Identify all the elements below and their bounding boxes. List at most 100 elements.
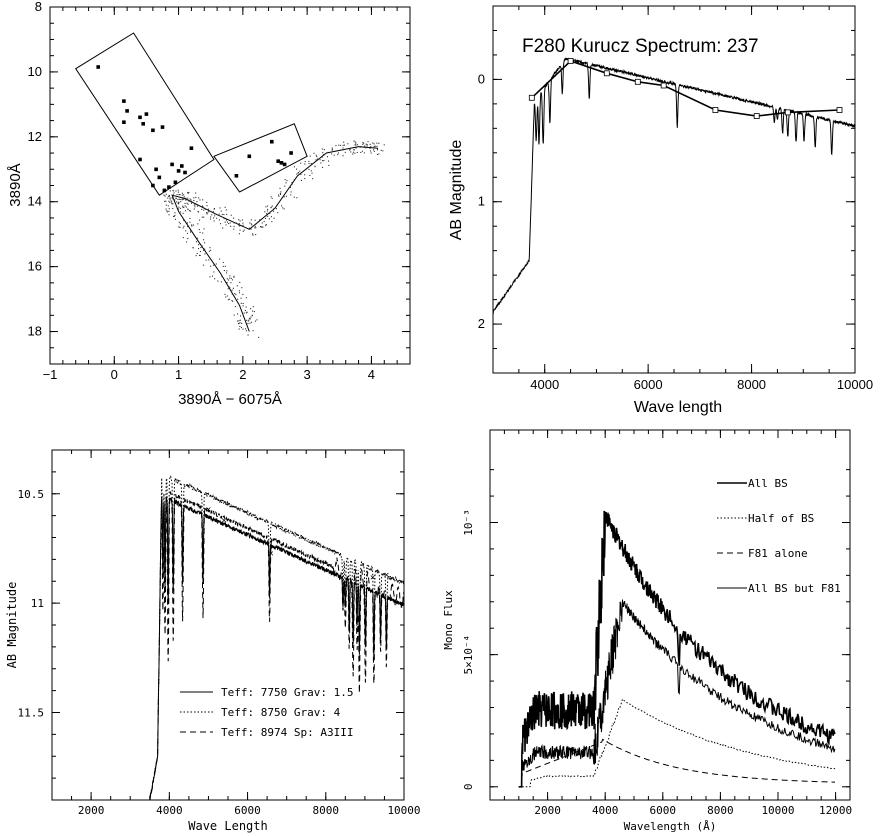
f280-broadband-point xyxy=(528,94,535,101)
cmd-field-star xyxy=(203,228,205,230)
cmd-field-star xyxy=(193,200,195,202)
cmd-field-star xyxy=(187,225,189,227)
cmd-field-star xyxy=(237,298,239,300)
cmd-field-star xyxy=(253,311,255,313)
cmd-field-star xyxy=(195,192,197,194)
models-panel: 2000 4000 6000 8000 10000 10.5 11 11.5 ✕ ✕ ✕ ✕ ✕ ✕ T… xyxy=(5,449,421,833)
cmd-field-star xyxy=(187,192,189,194)
cmd-field-star xyxy=(284,179,286,181)
cmd-field-star xyxy=(259,219,261,221)
cmd-field-star xyxy=(207,208,209,210)
cmd-field-star xyxy=(286,180,288,182)
models-y-tick-label: 10.5 xyxy=(18,488,45,501)
cmd-field-star xyxy=(333,154,335,156)
cmd-field-star xyxy=(296,197,298,199)
cmd-x-tick-label: 4 xyxy=(368,367,375,382)
cmd-field-star xyxy=(267,205,269,207)
cmd-field-star xyxy=(268,218,270,220)
cmd-field-star xyxy=(164,195,166,197)
cmd-field-star xyxy=(189,210,191,212)
models-photometry-mark: ✕ xyxy=(384,571,389,581)
cmd-field-star xyxy=(186,222,188,224)
cmd-field-star xyxy=(265,224,267,226)
flux-y-tick-label: 10⁻³ xyxy=(462,509,475,536)
cmd-field-star xyxy=(180,201,182,203)
cmd-field-star xyxy=(376,145,378,147)
cmd-field-star xyxy=(299,170,301,172)
cmd-field-star xyxy=(308,160,310,162)
cmd-field-star xyxy=(189,217,191,219)
cmd-field-star xyxy=(182,198,184,200)
cmd-field-star xyxy=(183,207,185,209)
cmd-field-star xyxy=(165,200,167,202)
cmd-field-star xyxy=(245,328,247,330)
f280-y-tick-label: 0 xyxy=(478,71,485,86)
models-x-tick-label: 6000 xyxy=(234,804,261,817)
cmd-field-star xyxy=(271,205,273,207)
cmd-field-star xyxy=(203,216,205,218)
cmd-field-star xyxy=(178,202,180,204)
cmd-field-star xyxy=(289,186,291,188)
cmd-field-star xyxy=(255,234,257,236)
cmd-field-star xyxy=(198,244,200,246)
cmd-field-star xyxy=(304,178,306,180)
cmd-field-star xyxy=(378,153,380,155)
cmd-field-star xyxy=(235,294,237,296)
cmd-field-star xyxy=(297,172,299,174)
cmd-field-star xyxy=(220,281,222,283)
cmd-field-star xyxy=(182,197,184,199)
cmd-field-star xyxy=(228,223,230,225)
cmd-field-star xyxy=(247,320,249,322)
cmd-field-star xyxy=(209,276,211,278)
cmd-field-star xyxy=(300,162,302,164)
cmd-field-star xyxy=(185,230,187,232)
cmd-field-star xyxy=(266,210,268,212)
cmd-field-star xyxy=(182,205,184,207)
cmd-field-star xyxy=(222,261,224,263)
cmd-y-tick-label: 18 xyxy=(28,324,42,339)
cmd-field-star xyxy=(315,154,317,156)
cmd-field-star xyxy=(267,208,269,210)
models-y-tick-label: 11.5 xyxy=(18,707,45,720)
models-x-tick-label: 10000 xyxy=(387,804,420,817)
f280-broadband-point xyxy=(753,113,760,119)
cmd-field-star xyxy=(233,225,235,227)
cmd-field-star xyxy=(177,198,179,200)
cmd-field-star xyxy=(249,322,251,324)
cmd-field-star xyxy=(308,163,310,165)
cmd-field-star xyxy=(204,208,206,210)
cmd-field-star xyxy=(224,206,226,208)
cmd-field-star xyxy=(168,200,170,202)
cmd-field-star xyxy=(191,202,193,204)
cmd-field-star xyxy=(233,314,235,316)
cmd-field-star xyxy=(208,250,210,252)
cmd-field-star xyxy=(175,204,177,206)
cmd-star-point xyxy=(167,185,171,189)
cmd-field-star xyxy=(222,265,224,267)
cmd-field-star xyxy=(296,173,298,175)
cmd-field-star xyxy=(213,271,215,273)
cmd-field-star xyxy=(283,208,285,210)
cmd-x-tick-label: 0 xyxy=(111,367,118,382)
models-spectrum-line-1 xyxy=(149,496,405,799)
cmd-field-star xyxy=(254,320,256,322)
cmd-field-star xyxy=(321,148,323,150)
cmd-field-star xyxy=(198,197,200,199)
cmd-field-star xyxy=(198,254,200,256)
cmd-field-star xyxy=(182,227,184,229)
cmd-field-star xyxy=(354,152,356,154)
cmd-field-star xyxy=(241,322,243,324)
cmd-field-star xyxy=(376,153,378,155)
f280-broadband-point xyxy=(784,109,791,116)
cmd-field-star xyxy=(188,191,190,193)
cmd-field-star xyxy=(315,159,317,161)
cmd-field-star xyxy=(279,192,281,194)
cmd-field-star xyxy=(210,218,212,220)
cmd-field-star xyxy=(184,202,186,204)
cmd-field-star xyxy=(230,214,232,216)
cmd-field-star xyxy=(243,312,245,314)
cmd-field-star xyxy=(254,219,256,221)
cmd-star-point xyxy=(157,175,162,180)
models-y-tick-label: 11 xyxy=(31,597,44,610)
cmd-field-star xyxy=(174,214,176,216)
